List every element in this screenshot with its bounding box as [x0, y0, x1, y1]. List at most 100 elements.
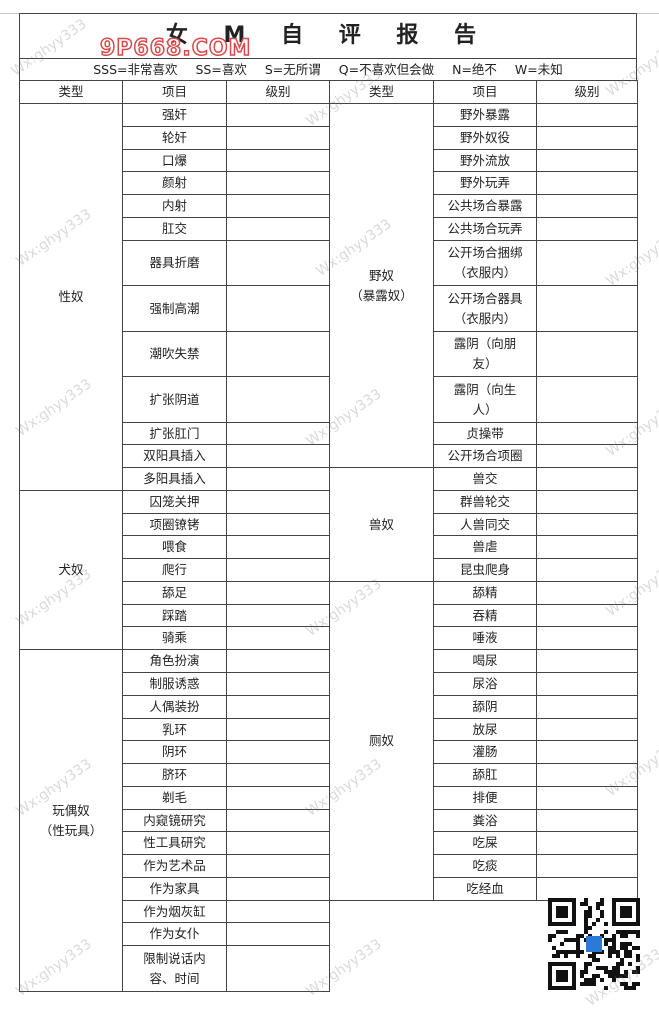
item-label: 粪浴 — [433, 809, 537, 832]
level-input-cell[interactable] — [226, 376, 330, 423]
level-input-cell[interactable] — [226, 194, 330, 218]
level-input-cell[interactable] — [226, 217, 330, 241]
item-label: 作为家具 — [122, 877, 227, 901]
item-label: 公开场合项圈 — [433, 444, 537, 468]
item-label: 公共场合暴露 — [433, 194, 537, 218]
level-input-cell[interactable] — [226, 444, 330, 468]
category-type: 犬奴 — [19, 490, 123, 650]
level-input-cell[interactable] — [226, 581, 330, 605]
level-input-cell[interactable] — [536, 331, 638, 377]
level-input-cell[interactable] — [536, 444, 638, 468]
level-input-cell[interactable] — [536, 672, 638, 696]
header-level: 级别 — [226, 80, 330, 104]
level-input-cell[interactable] — [536, 695, 638, 719]
level-input-cell[interactable] — [226, 786, 330, 810]
level-input-cell[interactable] — [226, 672, 330, 696]
item-label: 强制高潮 — [122, 285, 227, 332]
item-label: 内射 — [122, 194, 227, 218]
item-label: 吃屎 — [433, 831, 537, 855]
level-input-cell[interactable] — [536, 718, 638, 741]
legend-item: SS=喜欢 — [195, 61, 247, 77]
level-input-cell[interactable] — [226, 535, 330, 559]
level-input-cell[interactable] — [536, 285, 638, 332]
level-input-cell[interactable] — [226, 831, 330, 855]
level-input-cell[interactable] — [226, 558, 330, 582]
level-input-cell[interactable] — [536, 422, 638, 445]
level-input-cell[interactable] — [226, 331, 330, 377]
level-input-cell[interactable] — [226, 809, 330, 832]
level-input-cell[interactable] — [536, 490, 638, 514]
header-item: 项目 — [433, 80, 537, 104]
level-input-cell[interactable] — [536, 558, 638, 582]
level-input-cell[interactable] — [226, 422, 330, 445]
item-label: 舔精 — [433, 581, 537, 605]
level-input-cell[interactable] — [226, 149, 330, 172]
level-input-cell[interactable] — [226, 604, 330, 627]
level-input-cell[interactable] — [226, 171, 330, 195]
item-label: 尿浴 — [433, 672, 537, 696]
category-type: 野奴 （暴露奴） — [329, 103, 434, 468]
category-type: 性奴 — [19, 103, 123, 491]
level-input-cell[interactable] — [536, 763, 638, 787]
level-input-cell[interactable] — [536, 149, 638, 172]
level-input-cell[interactable] — [536, 467, 638, 491]
item-label: 昆虫爬身 — [433, 558, 537, 582]
level-input-cell[interactable] — [536, 376, 638, 423]
level-input-cell[interactable] — [536, 217, 638, 241]
level-input-cell[interactable] — [226, 490, 330, 514]
level-input-cell[interactable] — [226, 922, 330, 946]
level-input-cell[interactable] — [536, 194, 638, 218]
item-label: 器具折磨 — [122, 240, 227, 286]
item-label: 多阳具插入 — [122, 467, 227, 491]
item-label: 吃经血 — [433, 877, 537, 901]
level-input-cell[interactable] — [226, 718, 330, 741]
level-input-cell[interactable] — [536, 740, 638, 764]
item-label: 踩踏 — [122, 604, 227, 627]
item-label: 性工具研究 — [122, 831, 227, 855]
level-input-cell[interactable] — [536, 535, 638, 559]
header-type: 类型 — [19, 80, 123, 104]
level-input-cell[interactable] — [536, 103, 638, 127]
level-input-cell[interactable] — [536, 604, 638, 627]
item-label: 潮吹失禁 — [122, 331, 227, 377]
level-input-cell[interactable] — [536, 809, 638, 832]
item-label: 公共场合玩弄 — [433, 217, 537, 241]
level-input-cell[interactable] — [536, 831, 638, 855]
level-input-cell[interactable] — [226, 240, 330, 286]
level-input-cell[interactable] — [226, 854, 330, 878]
level-input-cell[interactable] — [226, 126, 330, 150]
item-label: 肛交 — [122, 217, 227, 241]
legend-item: S=无所谓 — [264, 61, 321, 77]
level-input-cell[interactable] — [226, 877, 330, 901]
level-input-cell[interactable] — [536, 786, 638, 810]
level-input-cell[interactable] — [536, 240, 638, 286]
level-input-cell[interactable] — [226, 649, 330, 673]
level-input-cell[interactable] — [226, 103, 330, 127]
level-input-cell[interactable] — [226, 945, 330, 992]
item-label: 口爆 — [122, 149, 227, 172]
level-input-cell[interactable] — [226, 513, 330, 536]
level-input-cell[interactable] — [536, 126, 638, 150]
level-input-cell[interactable] — [536, 513, 638, 536]
level-input-cell[interactable] — [226, 626, 330, 650]
item-label: 公开场合捆绑 （衣服内） — [433, 240, 537, 286]
level-input-cell[interactable] — [536, 626, 638, 650]
level-input-cell[interactable] — [536, 171, 638, 195]
level-input-cell[interactable] — [226, 467, 330, 491]
level-input-cell[interactable] — [226, 900, 330, 923]
level-input-cell[interactable] — [536, 854, 638, 878]
item-label: 囚笼关押 — [122, 490, 227, 514]
level-input-cell[interactable] — [226, 285, 330, 332]
level-input-cell[interactable] — [226, 763, 330, 787]
level-input-cell[interactable] — [536, 581, 638, 605]
item-label: 阴环 — [122, 740, 227, 764]
item-label: 项圈镣铐 — [122, 513, 227, 536]
level-input-cell[interactable] — [226, 695, 330, 719]
level-input-cell[interactable] — [226, 740, 330, 764]
level-input-cell[interactable] — [536, 649, 638, 673]
item-label: 兽虐 — [433, 535, 537, 559]
header-level: 级别 — [536, 80, 638, 104]
item-label: 轮奸 — [122, 126, 227, 150]
item-label: 唾液 — [433, 626, 537, 650]
item-label: 兽交 — [433, 467, 537, 491]
